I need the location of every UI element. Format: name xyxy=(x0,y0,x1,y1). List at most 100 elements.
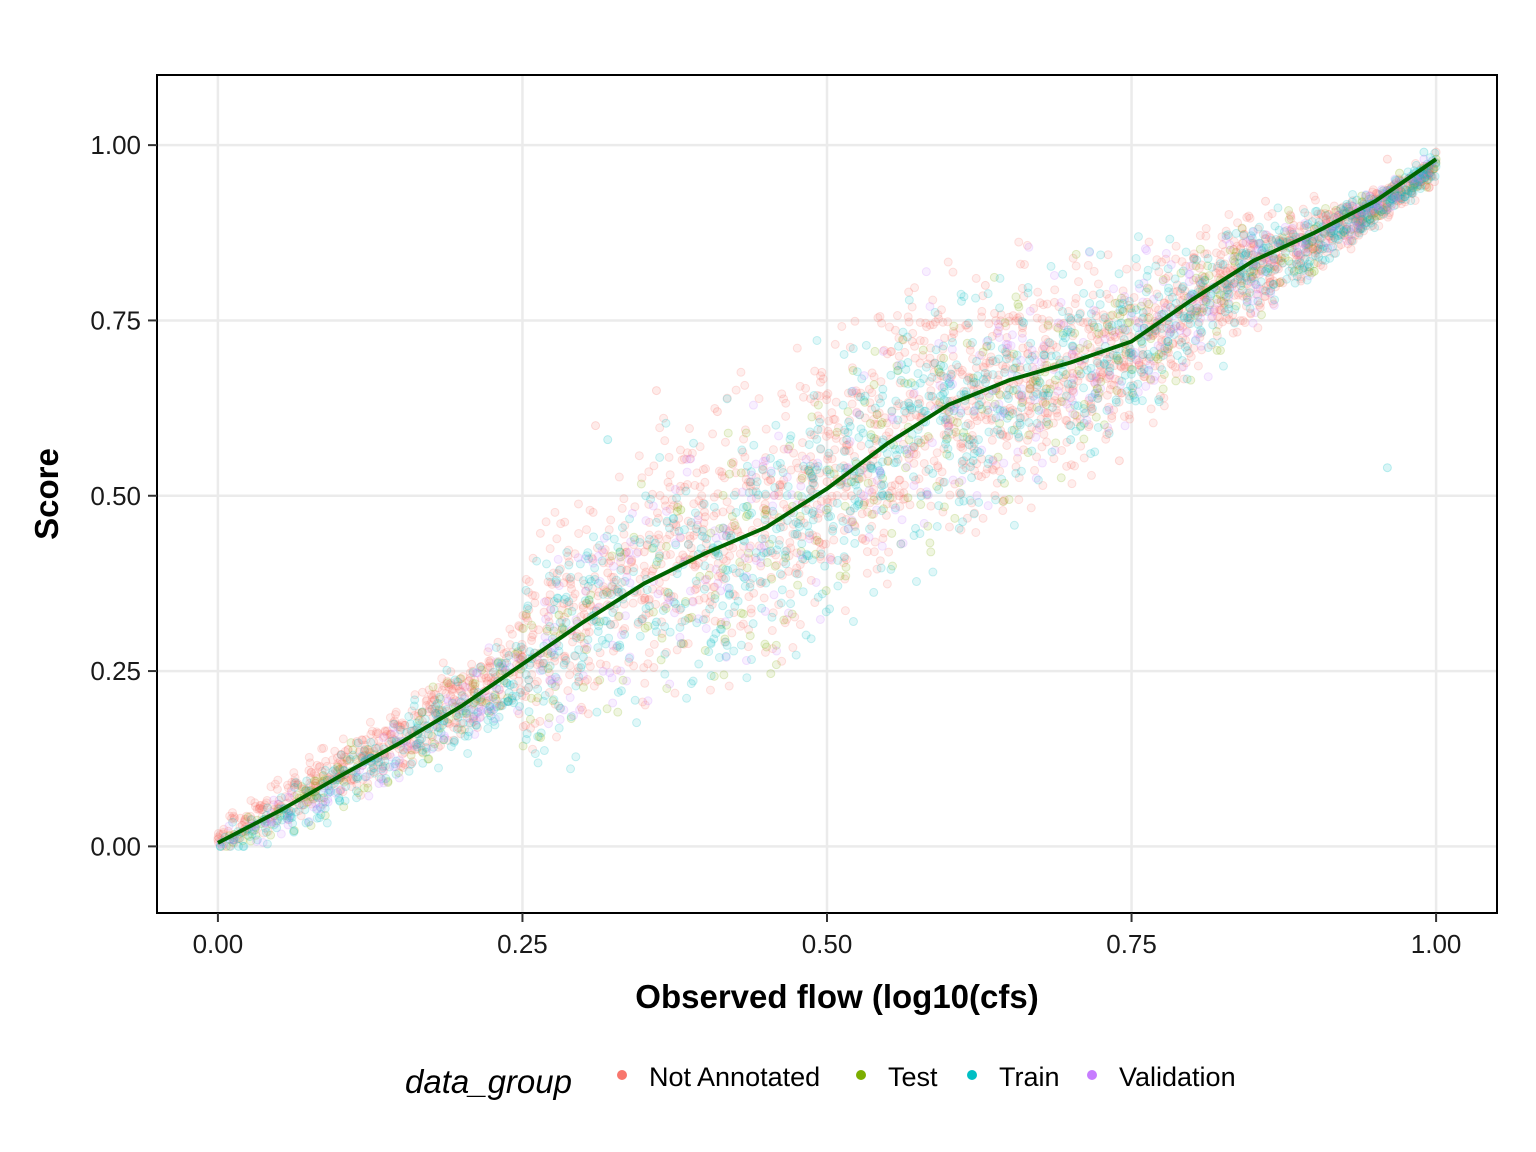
data-point xyxy=(616,565,626,575)
data-point xyxy=(1365,191,1375,201)
data-point xyxy=(1157,329,1167,339)
data-point xyxy=(1071,261,1081,271)
data-point xyxy=(1036,357,1046,367)
data-point xyxy=(613,707,623,717)
data-point xyxy=(892,311,902,321)
data-point xyxy=(464,704,474,714)
data-point xyxy=(349,775,359,785)
data-point xyxy=(890,480,900,490)
data-point xyxy=(1154,395,1164,405)
data-point xyxy=(1168,338,1178,348)
data-point xyxy=(1388,192,1398,202)
data-point xyxy=(701,623,711,633)
data-point xyxy=(1312,245,1322,255)
data-point xyxy=(261,798,271,808)
data-point xyxy=(688,676,698,686)
data-point xyxy=(677,617,687,627)
data-point xyxy=(606,620,616,630)
data-point xyxy=(945,490,955,500)
data-point xyxy=(769,509,779,519)
data-point xyxy=(827,555,837,565)
data-point xyxy=(1142,297,1152,307)
data-point xyxy=(847,515,857,525)
data-point xyxy=(1321,210,1331,220)
data-point xyxy=(559,660,569,670)
data-point xyxy=(483,647,493,657)
data-point xyxy=(1157,365,1167,375)
data-point xyxy=(950,479,960,489)
data-point xyxy=(1008,405,1018,415)
data-point xyxy=(845,342,855,352)
data-point xyxy=(620,611,630,621)
data-point xyxy=(1148,330,1158,340)
data-point xyxy=(980,280,990,290)
data-point xyxy=(1061,385,1071,395)
data-point xyxy=(578,603,588,613)
data-point xyxy=(1338,220,1348,230)
data-point xyxy=(481,673,491,683)
data-point xyxy=(682,448,692,458)
data-point xyxy=(463,748,473,758)
data-point xyxy=(1083,317,1093,327)
data-point xyxy=(582,642,592,652)
data-point xyxy=(859,395,869,405)
data-point xyxy=(496,644,506,654)
data-point xyxy=(1142,306,1152,316)
data-point xyxy=(823,426,833,436)
data-point xyxy=(949,321,959,331)
data-point xyxy=(1207,262,1217,272)
data-point xyxy=(1129,292,1139,302)
data-point xyxy=(1277,252,1287,262)
data-point xyxy=(1251,269,1261,279)
data-point xyxy=(797,539,807,549)
data-point xyxy=(1242,279,1252,289)
data-point xyxy=(1313,209,1323,219)
data-point xyxy=(827,408,837,418)
data-point xyxy=(490,689,500,699)
data-point xyxy=(1274,235,1284,245)
data-point xyxy=(799,518,809,528)
data-point xyxy=(470,679,480,689)
data-point xyxy=(1194,274,1204,284)
data-point xyxy=(1290,278,1300,288)
data-point xyxy=(475,713,485,723)
data-point xyxy=(884,488,894,498)
data-point xyxy=(636,479,646,489)
data-point xyxy=(983,289,993,299)
data-point xyxy=(956,488,966,498)
data-point xyxy=(878,490,888,500)
data-point xyxy=(566,572,576,582)
data-point xyxy=(713,489,723,499)
data-point xyxy=(770,561,780,571)
data-point xyxy=(1366,216,1376,226)
data-point xyxy=(1005,407,1015,417)
data-point xyxy=(988,465,998,475)
data-point xyxy=(813,425,823,435)
data-point xyxy=(1224,209,1234,219)
data-point xyxy=(1423,169,1433,179)
data-point xyxy=(1208,320,1218,330)
data-point xyxy=(1239,230,1249,240)
data-point xyxy=(639,663,649,673)
data-point xyxy=(876,419,886,429)
data-point xyxy=(755,576,765,586)
data-point xyxy=(1234,288,1244,298)
data-point xyxy=(337,758,347,768)
data-point xyxy=(352,736,362,746)
data-point xyxy=(521,585,531,595)
data-point xyxy=(1111,397,1121,407)
data-point xyxy=(524,682,534,692)
data-point xyxy=(535,658,545,668)
data-point xyxy=(924,433,934,443)
data-point xyxy=(910,353,920,363)
data-point xyxy=(1178,362,1188,372)
data-point xyxy=(507,629,517,639)
data-point xyxy=(573,499,583,509)
data-point xyxy=(1013,453,1023,463)
data-point xyxy=(592,543,602,553)
data-point xyxy=(1114,388,1124,398)
data-point xyxy=(259,802,269,812)
data-point xyxy=(632,548,642,558)
data-point xyxy=(1089,305,1099,315)
data-point xyxy=(797,471,807,481)
